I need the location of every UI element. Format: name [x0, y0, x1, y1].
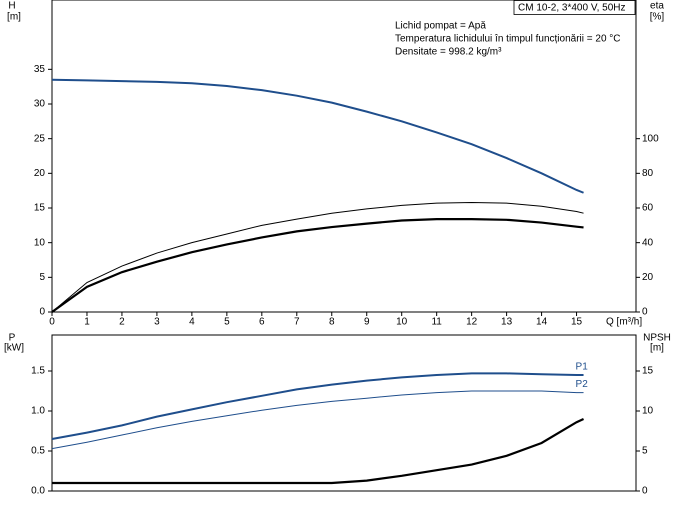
- x-tick-label: 2: [119, 317, 125, 328]
- y2-tick-label: 5: [642, 446, 648, 457]
- x-tick-label: 5: [224, 317, 230, 328]
- y2-axis-label: NPSH: [643, 333, 671, 344]
- y2-axis-unit: [m]: [650, 343, 664, 354]
- series-label: P2: [576, 379, 589, 390]
- x-axis-label: Q [m³/h]: [606, 317, 642, 328]
- x-tick-label: 8: [329, 317, 335, 328]
- y2-tick-label: 0: [642, 486, 648, 497]
- x-tick-label: 4: [189, 317, 195, 328]
- y2-tick-label: 10: [642, 406, 654, 417]
- y-tick-label: 10: [34, 237, 46, 248]
- y-tick-label: 15: [34, 203, 46, 214]
- y-tick-label: 25: [34, 133, 46, 144]
- annotation: Temperatura lichidului în timpul funcțio…: [395, 34, 621, 45]
- y2-tick-label: 15: [642, 366, 654, 377]
- x-tick-label: 11: [431, 317, 442, 328]
- y-tick-label: 0: [39, 307, 45, 318]
- x-tick-label: 6: [259, 317, 265, 328]
- x-tick-label: 9: [364, 317, 370, 328]
- curve: [51, 372, 584, 440]
- y-axis-label: H: [8, 1, 15, 12]
- plot-frame: [51, 0, 637, 313]
- x-tick-label: 12: [466, 317, 478, 328]
- y-tick-label: 20: [34, 168, 46, 179]
- y2-axis-unit: [%]: [650, 12, 665, 23]
- y2-tick-label: 20: [642, 272, 654, 283]
- x-tick-label: 1: [84, 317, 90, 328]
- y2-tick-label: 40: [642, 237, 654, 248]
- x-tick-label: 3: [154, 317, 160, 328]
- curve: [51, 201, 584, 313]
- curve: [51, 78, 584, 194]
- annotation: Densitate = 998.2 kg/m³: [395, 47, 502, 58]
- x-tick-label: 0: [49, 317, 55, 328]
- annotation: Lichid pompat = Apă: [395, 21, 486, 32]
- y2-tick-label: 0: [642, 307, 648, 318]
- y-tick-label: 1.0: [31, 406, 45, 417]
- x-tick-label: 7: [294, 317, 300, 328]
- x-tick-label: 13: [501, 317, 513, 328]
- info-box: [513, 0, 636, 15]
- info-box-label: CM 10-2, 3*400 V, 50Hz: [518, 3, 625, 14]
- y2-axis-label: eta: [650, 1, 664, 12]
- series-label: P1: [576, 362, 589, 373]
- y-axis-unit: [m]: [7, 12, 21, 23]
- curve: [52, 417, 585, 485]
- curve: [51, 217, 584, 313]
- y-tick-label: 35: [34, 64, 46, 75]
- y2-tick-label: 100: [642, 133, 659, 144]
- x-tick-label: 14: [536, 317, 548, 328]
- y-tick-label: 1.5: [31, 366, 45, 377]
- curve: [51, 390, 584, 450]
- plot-frame: [51, 334, 637, 492]
- y2-tick-label: 60: [642, 203, 654, 214]
- y2-tick-label: 80: [642, 168, 654, 179]
- y-tick-label: 30: [34, 99, 46, 110]
- y-axis-unit: [kW]: [4, 343, 24, 354]
- x-tick-label: 10: [396, 317, 408, 328]
- y-tick-label: 5: [39, 272, 45, 283]
- y-axis-label: P: [9, 333, 16, 344]
- y-tick-label: 0.5: [31, 446, 45, 457]
- y-tick-label: 0.0: [31, 486, 45, 497]
- x-tick-label: 15: [571, 317, 583, 328]
